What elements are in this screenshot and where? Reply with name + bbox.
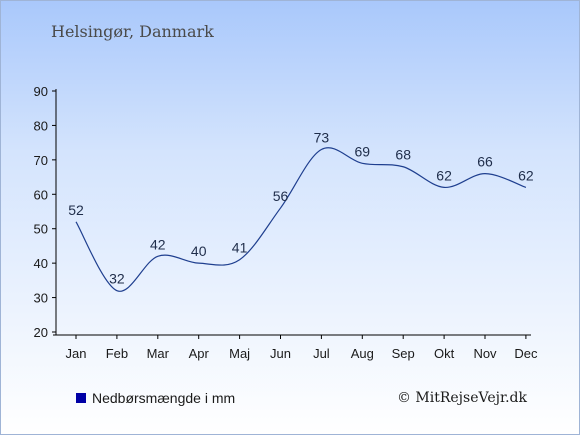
data-label: 66 <box>477 154 493 170</box>
legend: Nedbørsmængde i mm <box>76 390 235 406</box>
x-tick-label: Jan <box>66 346 87 361</box>
y-tick-label: 80 <box>34 118 48 133</box>
x-tick-label: Aug <box>351 346 374 361</box>
data-label: 42 <box>150 236 166 252</box>
y-tick-label: 60 <box>34 187 48 202</box>
x-tick-label: Nov <box>473 346 497 361</box>
data-label: 62 <box>518 167 534 183</box>
legend-swatch <box>76 393 86 403</box>
x-tick-label: Jul <box>313 346 330 361</box>
data-label: 62 <box>436 167 452 183</box>
x-tick-label: Dec <box>514 346 538 361</box>
y-tick-label: 50 <box>34 222 48 237</box>
y-tick-label: 30 <box>34 291 48 306</box>
x-tick-label: Feb <box>106 346 128 361</box>
x-tick-label: Sep <box>392 346 415 361</box>
y-tick-label: 40 <box>34 256 48 271</box>
series-line <box>76 148 526 292</box>
x-tick-label: Apr <box>189 346 210 361</box>
data-label: 56 <box>273 188 289 204</box>
data-label: 40 <box>191 243 207 259</box>
data-label: 41 <box>232 240 248 256</box>
credit-text: © MitRejseVejr.dk <box>397 390 527 406</box>
data-label: 52 <box>68 202 84 218</box>
y-tick-label: 90 <box>34 84 48 99</box>
legend-label: Nedbørsmængde i mm <box>92 390 235 406</box>
data-label: 68 <box>395 147 411 163</box>
data-label: 32 <box>109 271 125 287</box>
x-tick-label: Okt <box>434 346 455 361</box>
data-label: 73 <box>314 130 330 146</box>
data-label: 69 <box>355 143 371 159</box>
y-tick-label: 70 <box>34 153 48 168</box>
x-tick-label: Maj <box>229 346 250 361</box>
x-tick-label: Jun <box>270 346 291 361</box>
x-tick-label: Mar <box>147 346 170 361</box>
y-tick-label: 20 <box>34 325 48 340</box>
